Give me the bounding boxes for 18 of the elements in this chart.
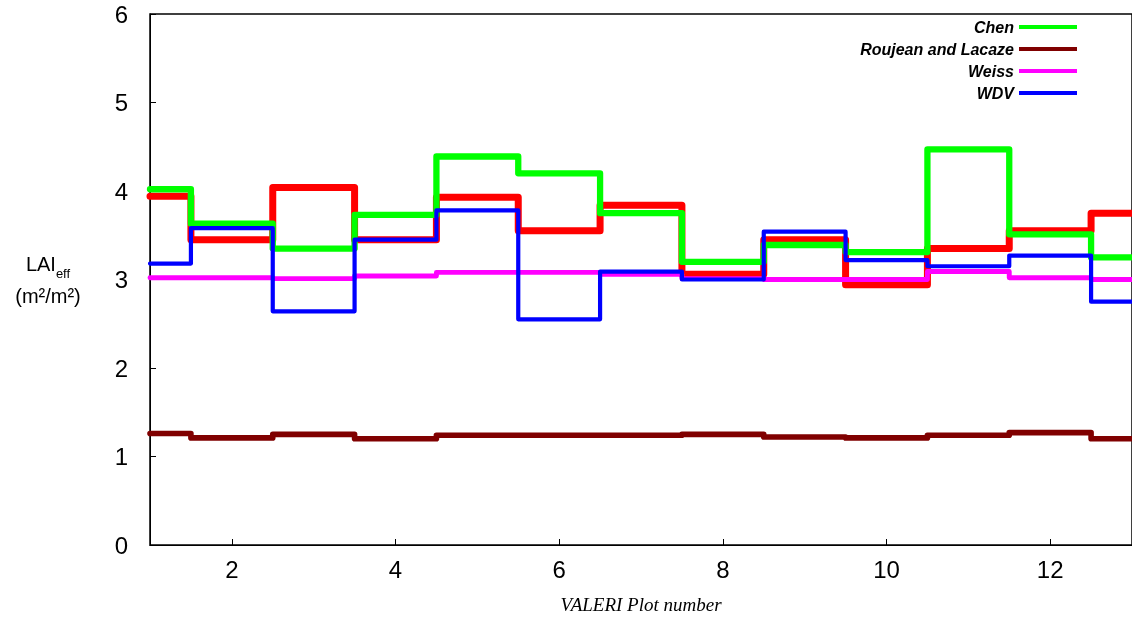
x-axis-title: VALERI Plot number (560, 594, 723, 615)
y-tick-label: 0 (114, 531, 128, 559)
x-tick-label: 10 (873, 555, 900, 583)
x-tick-label: 8 (716, 555, 730, 583)
x-tick-label: 2 (225, 555, 239, 583)
y-tick-label: 4 (114, 177, 128, 205)
legend-label: Weiss (968, 62, 1015, 80)
y-tick-label: 2 (114, 354, 128, 382)
x-tick-label: 12 (1036, 555, 1064, 583)
y-tick-label: 5 (114, 89, 128, 116)
y-tick-label: 3 (114, 266, 128, 293)
x-tick-label: 6 (552, 555, 566, 583)
y-tick-label: 1 (114, 443, 128, 470)
legend-label: Chen (974, 18, 1015, 36)
legend-label: WDV (976, 84, 1016, 102)
y-tick-label: 6 (114, 0, 128, 28)
legend-label: Roujean and Lacaze (860, 40, 1015, 58)
x-tick-label: 4 (388, 555, 403, 583)
